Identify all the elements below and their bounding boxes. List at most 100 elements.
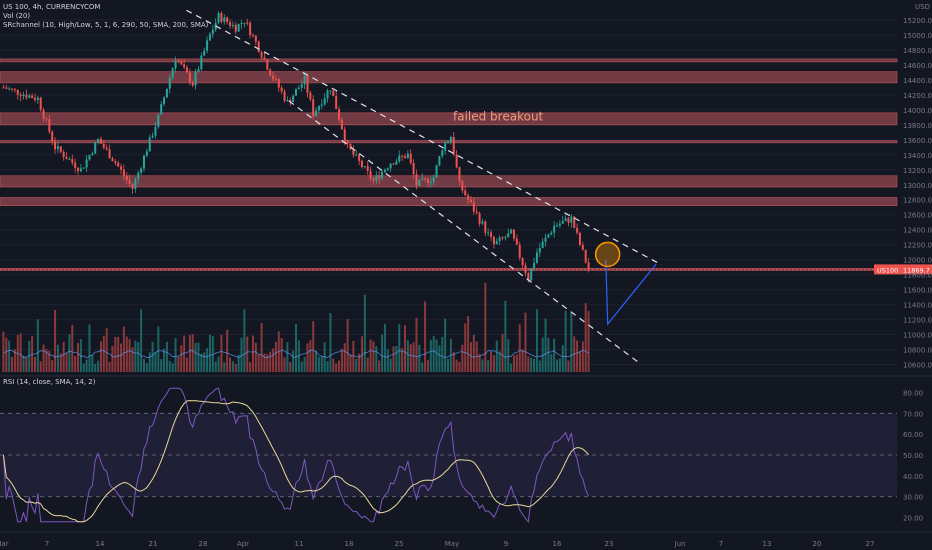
price-tick-label: 12000.00 bbox=[903, 257, 932, 265]
price-tick-label: 15000.00 bbox=[903, 32, 932, 40]
candle-body bbox=[512, 229, 515, 239]
volume-bar bbox=[174, 338, 177, 372]
candle-body bbox=[131, 183, 134, 189]
volume-bar bbox=[363, 294, 366, 372]
candle-body bbox=[495, 241, 498, 245]
volume-bar bbox=[111, 345, 114, 372]
volume-bar bbox=[191, 334, 194, 372]
candle-body bbox=[544, 237, 547, 242]
price-tag-symbol: US100 bbox=[877, 266, 898, 274]
volume-bar bbox=[518, 324, 521, 372]
candle-body bbox=[515, 238, 518, 245]
volume-bar bbox=[82, 363, 85, 372]
price-tag-bg bbox=[874, 264, 932, 275]
volume-bar bbox=[71, 324, 74, 372]
price-tick-label: 12800.00 bbox=[903, 197, 932, 205]
symbol-legend: US 100, 4h, CURRENCYCOM bbox=[3, 3, 101, 11]
candle-body bbox=[289, 100, 292, 102]
candle-body bbox=[518, 244, 521, 258]
candle-body bbox=[22, 94, 25, 97]
candle-body bbox=[74, 162, 77, 168]
candle-body bbox=[412, 163, 415, 175]
time-tick-label: 7 bbox=[719, 540, 723, 548]
price-tick-label: 12600.00 bbox=[903, 212, 932, 220]
volume-bar bbox=[99, 341, 102, 372]
volume-bar bbox=[85, 359, 88, 372]
volume-bar bbox=[65, 353, 68, 372]
volume-bar bbox=[91, 355, 94, 372]
candle-body bbox=[42, 109, 45, 119]
volume-bar bbox=[168, 360, 171, 372]
candle-body bbox=[490, 232, 493, 237]
volume-bar bbox=[154, 352, 157, 372]
candle-body bbox=[16, 89, 19, 95]
volume-bar bbox=[358, 353, 361, 372]
candle-body bbox=[249, 22, 252, 36]
volume-bar bbox=[186, 357, 189, 372]
channel-legend: SRchannel (10, High/Low, 5, 1, 6, 290, 5… bbox=[3, 21, 209, 29]
candle-body bbox=[567, 218, 570, 223]
volume-bar bbox=[300, 361, 303, 372]
candle-body bbox=[561, 221, 564, 224]
candle-body bbox=[163, 97, 166, 105]
volume-bar bbox=[561, 345, 564, 372]
volume-bar bbox=[389, 358, 392, 372]
volume-bar bbox=[538, 360, 541, 372]
volume-bar bbox=[180, 345, 183, 372]
candle-body bbox=[481, 221, 484, 224]
volume-bar bbox=[2, 331, 5, 372]
candle-body bbox=[145, 151, 148, 156]
volume-bar bbox=[317, 356, 320, 372]
candle-body bbox=[269, 69, 272, 76]
candle-body bbox=[492, 236, 495, 245]
volume-bar bbox=[269, 351, 272, 372]
volume-bar bbox=[512, 355, 515, 372]
volume-bar bbox=[495, 340, 498, 372]
candle-body bbox=[85, 159, 88, 168]
volume-bar bbox=[544, 318, 547, 372]
candle-body bbox=[94, 142, 97, 154]
volume-bar bbox=[117, 337, 120, 372]
candle-body bbox=[576, 227, 579, 233]
candle-body bbox=[283, 91, 286, 101]
candle-body bbox=[504, 237, 507, 239]
candle-body bbox=[48, 119, 51, 132]
candle-body bbox=[533, 262, 536, 269]
candle-body bbox=[578, 232, 581, 246]
volume-bar bbox=[22, 355, 25, 372]
volume-bar bbox=[88, 324, 91, 372]
candle-body bbox=[217, 13, 220, 23]
volume-bar bbox=[194, 342, 197, 372]
volume-bar bbox=[214, 361, 217, 372]
candle-body bbox=[435, 165, 438, 178]
candle-body bbox=[56, 146, 59, 150]
volume-bar bbox=[68, 334, 71, 372]
candle-body bbox=[487, 232, 490, 234]
volume-bar bbox=[125, 336, 128, 372]
price-tick-label: 11600.00 bbox=[903, 287, 932, 295]
volume-bar bbox=[74, 356, 77, 372]
candle-body bbox=[366, 166, 369, 171]
volume-bar bbox=[203, 352, 206, 372]
volume-bar bbox=[343, 343, 346, 372]
volume-bar bbox=[105, 328, 108, 372]
candle-body bbox=[478, 213, 481, 224]
candle-body bbox=[338, 109, 341, 120]
volume-bar bbox=[349, 354, 352, 372]
candle-body bbox=[469, 199, 472, 203]
volume-bar bbox=[386, 349, 389, 372]
candle-body bbox=[403, 156, 406, 159]
candle-body bbox=[251, 35, 254, 37]
volume-bar bbox=[447, 358, 450, 372]
time-tick-label: 21 bbox=[149, 540, 158, 548]
sr-zone bbox=[0, 197, 898, 207]
candle-body bbox=[39, 97, 42, 110]
volume-bar bbox=[521, 349, 524, 372]
candle-body bbox=[280, 87, 283, 92]
volume-bar bbox=[102, 336, 105, 372]
volume-bar bbox=[340, 349, 343, 372]
candle-body bbox=[461, 180, 464, 191]
sr-zone bbox=[0, 71, 898, 84]
price-tick-label: 11400.00 bbox=[903, 302, 932, 310]
